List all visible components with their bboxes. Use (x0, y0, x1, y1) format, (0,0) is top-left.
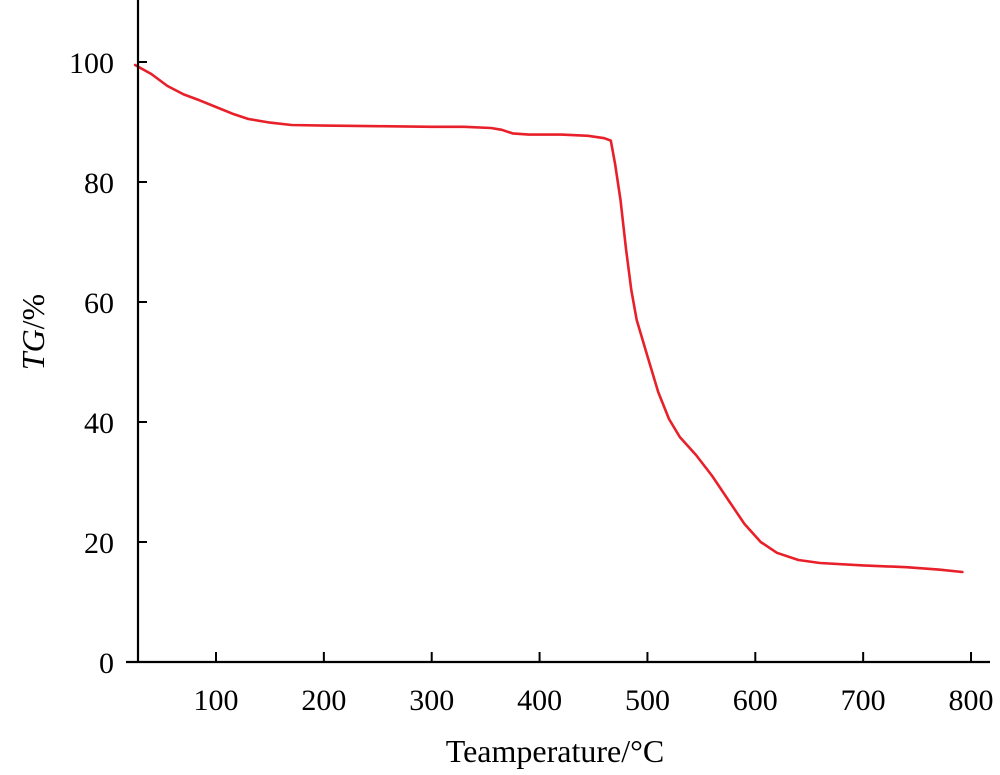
x-tick-label: 300 (409, 684, 454, 717)
y-tick-label: 100 (69, 47, 114, 80)
series-line (133, 63, 964, 574)
y-tick-label: 80 (84, 167, 114, 200)
x-tick-label: 600 (733, 684, 778, 717)
x-tick-label: 400 (517, 684, 562, 717)
x-tick-label: 800 (949, 684, 994, 717)
y-axis-label-italic: TG (15, 329, 51, 370)
y-axis-label: TG/% (15, 294, 51, 370)
y-tick-label: 20 (84, 527, 114, 560)
y-tick-label: 60 (84, 287, 114, 320)
x-tick-label: 700 (841, 684, 886, 717)
y-axis-label-unit: /% (15, 294, 51, 330)
y-tick-label: 40 (84, 407, 114, 440)
x-tick-label: 500 (625, 684, 670, 717)
x-axis-label: Teamperature/°C (446, 733, 664, 769)
x-tick-label: 100 (194, 684, 239, 717)
y-tick-label: 0 (99, 647, 114, 680)
x-tick-label: 200 (301, 684, 346, 717)
ticks-layer: 100 200 300 400 500 600 700 800 0 20 40 60 80 100 (69, 47, 994, 717)
